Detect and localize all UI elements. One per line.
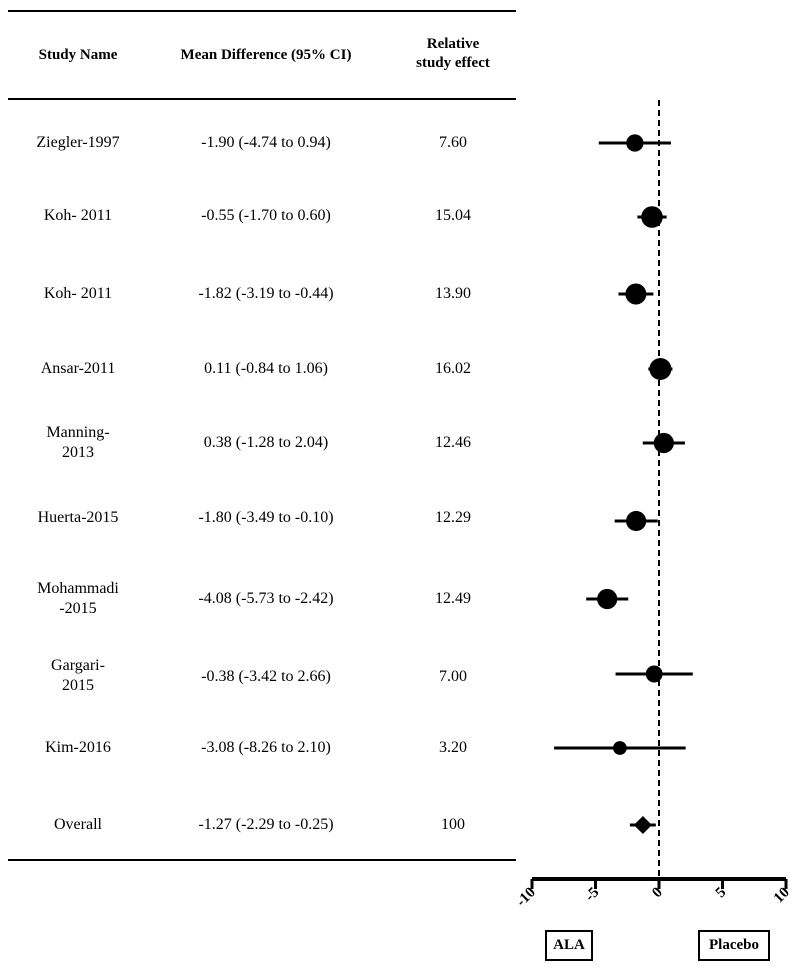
study-name: Mohammadi -2015	[8, 579, 148, 619]
relative-effect: 7.00	[439, 668, 467, 685]
favors-right-label: Placebo	[698, 930, 770, 961]
header-relative-study-effect: Relative study effect	[392, 35, 514, 73]
study-name: Ansar-2011	[40, 360, 116, 377]
point-estimate	[626, 134, 644, 152]
mean-difference-ci: -1.90 (-4.74 to 0.94)	[201, 134, 331, 151]
x-tick-label: -5	[582, 885, 602, 905]
point-estimate	[649, 358, 672, 380]
mean-difference-ci: 0.11 (-0.84 to 1.06)	[204, 360, 328, 377]
mean-difference-ci: -0.55 (-1.70 to 0.60)	[201, 207, 331, 224]
table-bottom-rule	[8, 859, 516, 861]
study-name-line1: Mohammadi	[37, 580, 119, 597]
mean-difference-ci: -0.38 (-3.42 to 2.66)	[201, 668, 331, 685]
overall-name: Overall	[54, 816, 102, 833]
overall-relative-effect: 100	[441, 816, 465, 833]
relative-effect: 15.04	[435, 207, 471, 224]
mean-difference-ci: 0.38 (-1.28 to 2.04)	[203, 434, 329, 451]
point-estimate	[625, 283, 647, 305]
point-estimate	[653, 432, 674, 454]
relative-effect: 12.29	[435, 509, 471, 526]
study-name-line1: Manning-	[46, 424, 110, 441]
study-name-line1: Gargari-	[51, 657, 105, 674]
study-name: Ziegler-1997	[36, 134, 120, 151]
point-estimate	[641, 206, 663, 228]
x-tick-label: -10	[513, 885, 538, 910]
x-axis: -10 -5 0 5 10	[513, 877, 793, 910]
study-name-line2: 2015	[62, 677, 94, 694]
relative-effect: 16.02	[435, 360, 471, 377]
study-name: Manning- 2013	[8, 423, 148, 463]
study-name-line2: 2013	[62, 444, 94, 461]
mean-difference-ci: -1.80 (-3.49 to -0.10)	[198, 509, 334, 526]
favors-left-label: ALA	[545, 930, 593, 961]
table-top-rule	[8, 10, 516, 12]
overall-diamond	[633, 816, 652, 834]
study-name: Huerta-2015	[37, 509, 119, 526]
mean-difference-ci: -4.08 (-5.73 to -2.42)	[198, 590, 334, 607]
x-tick-label: 10	[771, 885, 793, 907]
relative-effect: 13.90	[435, 285, 471, 302]
study-name: Gargari- 2015	[8, 656, 148, 696]
relative-effect: 7.60	[439, 134, 467, 151]
header-study-name: Study Name	[38, 47, 118, 63]
relative-effect: 3.20	[439, 739, 467, 756]
point-estimate	[645, 665, 663, 683]
mean-difference-ci: -1.82 (-3.19 to -0.44)	[198, 285, 334, 302]
study-name: Koh- 2011	[43, 285, 113, 302]
point-estimate	[597, 588, 618, 610]
point-estimate	[613, 741, 627, 755]
point-estimate	[626, 510, 647, 532]
header-relative-line2: study effect	[416, 55, 490, 71]
study-name: Koh- 2011	[43, 207, 113, 224]
header-relative-line1: Relative	[426, 36, 480, 52]
table-header-rule	[8, 98, 516, 100]
overall-mean-difference-ci: -1.27 (-2.29 to -0.25)	[198, 816, 334, 833]
study-name: Kim-2016	[45, 739, 111, 756]
plot-marks	[554, 100, 693, 879]
header-mean-difference: Mean Difference (95% CI)	[180, 47, 352, 63]
relative-effect: 12.49	[435, 590, 471, 607]
relative-effect: 12.46	[435, 434, 471, 451]
study-name-line2: -2015	[59, 600, 97, 617]
mean-difference-ci: -3.08 (-8.26 to 2.10)	[201, 739, 331, 756]
